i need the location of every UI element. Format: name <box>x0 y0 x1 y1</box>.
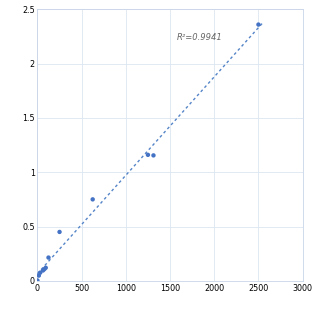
Point <box>145 152 150 157</box>
Point <box>36 273 41 278</box>
Point <box>151 153 156 158</box>
Point <box>38 270 43 275</box>
Point <box>43 265 48 270</box>
Point <box>90 197 95 202</box>
Point <box>35 278 40 283</box>
Point <box>256 22 261 27</box>
Point <box>41 268 46 273</box>
Point <box>46 255 51 260</box>
Point <box>57 229 62 234</box>
Point <box>42 267 47 272</box>
Text: R²=0.9941: R²=0.9941 <box>177 33 223 42</box>
